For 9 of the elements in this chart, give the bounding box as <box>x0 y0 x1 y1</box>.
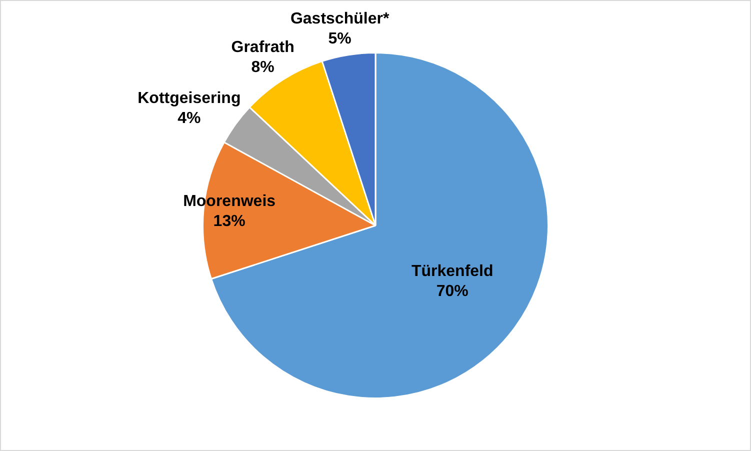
data-label: 13% <box>213 213 246 230</box>
data-label: 4% <box>178 110 201 128</box>
data-label: 8% <box>251 59 274 76</box>
slice-label: Kottgeisering <box>138 90 241 108</box>
slice-label: Gastschüler* <box>290 10 390 28</box>
data-label: 5% <box>328 30 352 48</box>
slice-label: Grafrath <box>231 39 294 56</box>
slice-label: Türkenfeld <box>411 262 494 280</box>
data-label: 70% <box>436 282 468 300</box>
